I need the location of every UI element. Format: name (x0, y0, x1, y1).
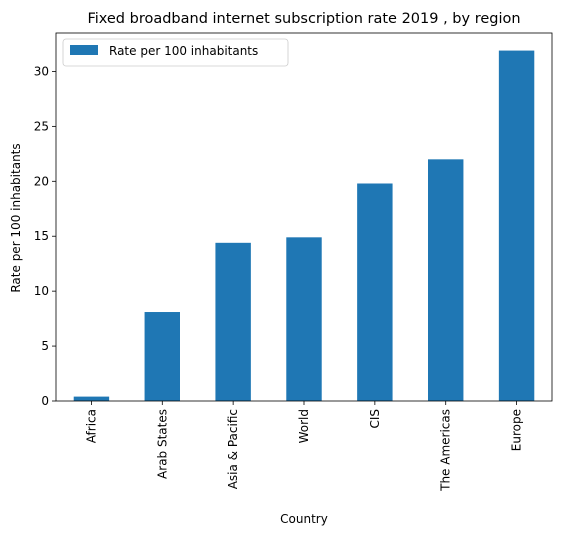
x-tick-label: World (297, 409, 311, 443)
plot-frame (55, 32, 553, 402)
x-tick-label: CIS (368, 409, 382, 429)
y-tick-label: 20 (34, 174, 49, 188)
legend-swatch (70, 45, 98, 55)
bar (357, 183, 393, 401)
bar (73, 396, 110, 401)
legend: Rate per 100 inhabitants (62, 38, 289, 67)
chart-title: Fixed broadband internet subscription ra… (87, 11, 520, 27)
y-tick-label: 5 (41, 339, 49, 353)
legend-label: Rate per 100 inhabitants (109, 44, 258, 58)
bar (286, 237, 322, 401)
y-tick-label: 0 (41, 394, 49, 408)
x-ticks: Africa Arab States Asia & Pacific World CIS T… (84, 401, 524, 492)
bar (498, 50, 535, 402)
bar (144, 312, 180, 401)
x-tick-label: Arab States (155, 409, 169, 479)
legend-box (62, 38, 289, 67)
y-ticks: 0 5 10 15 20 25 30 (34, 64, 56, 408)
bar (428, 159, 464, 401)
x-axis-label: Country (280, 512, 328, 526)
y-tick-label: 30 (34, 64, 49, 78)
y-tick-label: 25 (34, 119, 49, 133)
bar (215, 242, 251, 401)
x-tick-label: Africa (84, 409, 98, 443)
x-tick-label: The Americas (439, 409, 453, 492)
bars (73, 50, 535, 402)
x-tick-label: Europe (510, 409, 524, 451)
y-tick-label: 10 (34, 284, 49, 298)
y-axis-label: Rate per 100 inhabitants (9, 143, 23, 292)
x-tick-label: Asia & Pacific (226, 409, 240, 489)
y-tick-label: 15 (34, 229, 49, 243)
